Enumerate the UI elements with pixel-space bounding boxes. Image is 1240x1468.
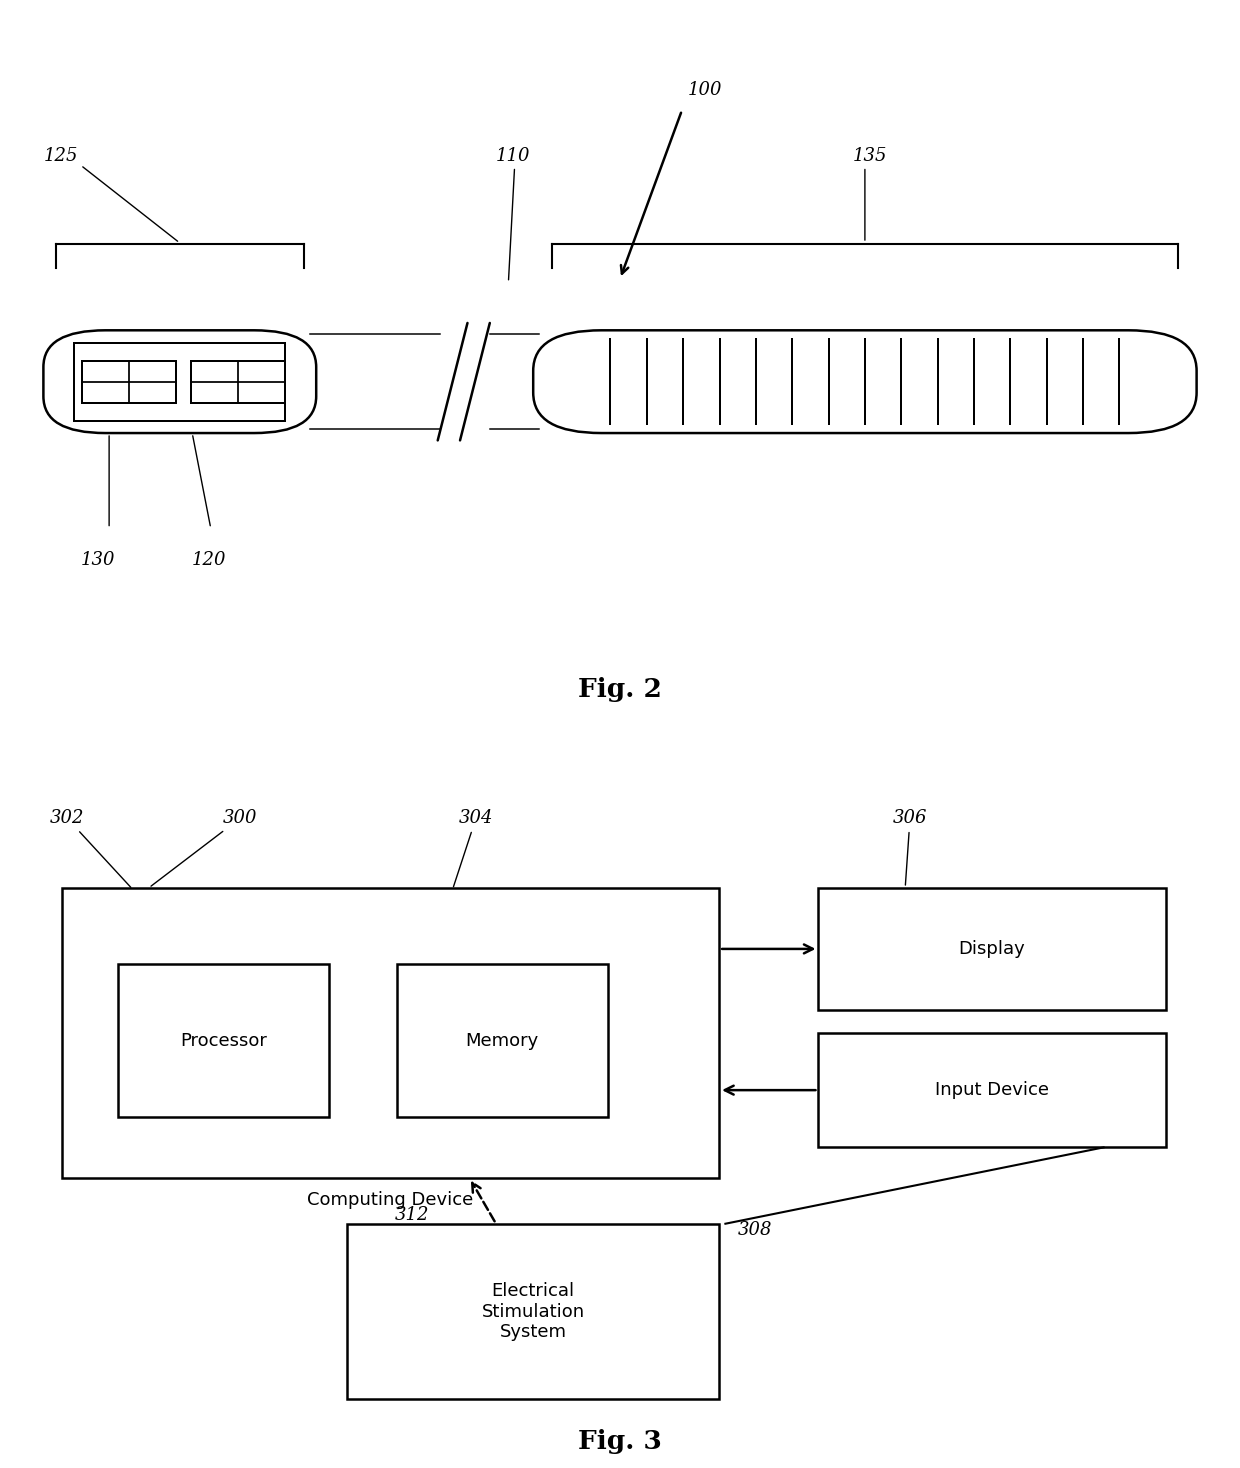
Bar <box>118 964 329 1117</box>
Text: Electrical
Stimulation
System: Electrical Stimulation System <box>481 1282 585 1342</box>
Text: 130: 130 <box>81 550 115 570</box>
Text: 135: 135 <box>853 147 887 166</box>
Text: 312: 312 <box>396 1205 429 1224</box>
Text: Memory: Memory <box>465 1032 539 1050</box>
Text: 300: 300 <box>151 809 258 887</box>
Text: 120: 120 <box>192 550 227 570</box>
Text: 125: 125 <box>43 147 78 166</box>
Text: 308: 308 <box>738 1221 773 1239</box>
Bar <box>347 1224 719 1399</box>
Polygon shape <box>443 323 485 440</box>
Bar <box>74 342 285 420</box>
Text: 306: 306 <box>893 809 928 885</box>
Bar <box>818 1033 1166 1148</box>
FancyBboxPatch shape <box>533 330 1197 433</box>
Text: Computing Device: Computing Device <box>308 1191 474 1208</box>
Text: Processor: Processor <box>180 1032 267 1050</box>
Text: 100: 100 <box>688 81 723 100</box>
Bar <box>397 964 608 1117</box>
Bar <box>62 888 719 1177</box>
Text: Input Device: Input Device <box>935 1080 1049 1100</box>
Bar <box>818 888 1166 1010</box>
Text: 110: 110 <box>496 147 531 166</box>
Text: 302: 302 <box>50 809 130 887</box>
Bar <box>191 361 285 404</box>
Text: 304: 304 <box>454 809 494 887</box>
Text: Display: Display <box>959 940 1025 959</box>
Bar <box>82 361 176 404</box>
Text: Fig. 2: Fig. 2 <box>578 677 662 702</box>
FancyBboxPatch shape <box>43 330 316 433</box>
Text: Fig. 3: Fig. 3 <box>578 1428 662 1453</box>
